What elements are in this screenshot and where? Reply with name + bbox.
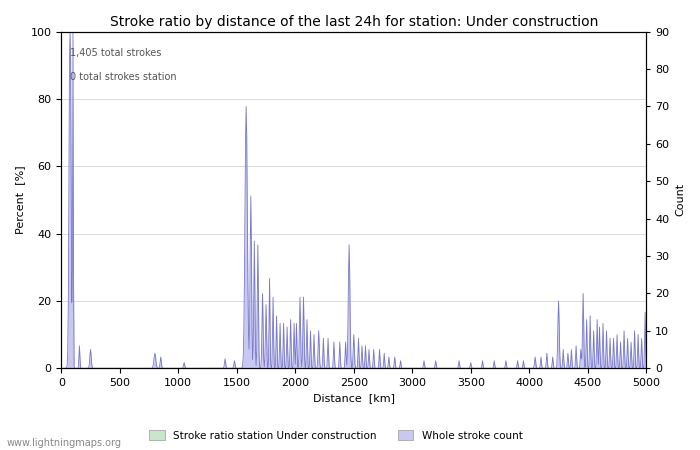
Text: 1,405 total strokes: 1,405 total strokes	[70, 49, 162, 58]
Text: www.lightningmaps.org: www.lightningmaps.org	[7, 438, 122, 448]
Legend: Stroke ratio station Under construction, Whole stroke count: Stroke ratio station Under construction,…	[146, 426, 526, 445]
Text: 0 total strokes station: 0 total strokes station	[70, 72, 176, 82]
X-axis label: Distance  [km]: Distance [km]	[313, 393, 395, 404]
Title: Stroke ratio by distance of the last 24h for station: Under construction: Stroke ratio by distance of the last 24h…	[110, 15, 598, 29]
Y-axis label: Percent  [%]: Percent [%]	[15, 166, 25, 234]
Y-axis label: Count: Count	[675, 183, 685, 216]
